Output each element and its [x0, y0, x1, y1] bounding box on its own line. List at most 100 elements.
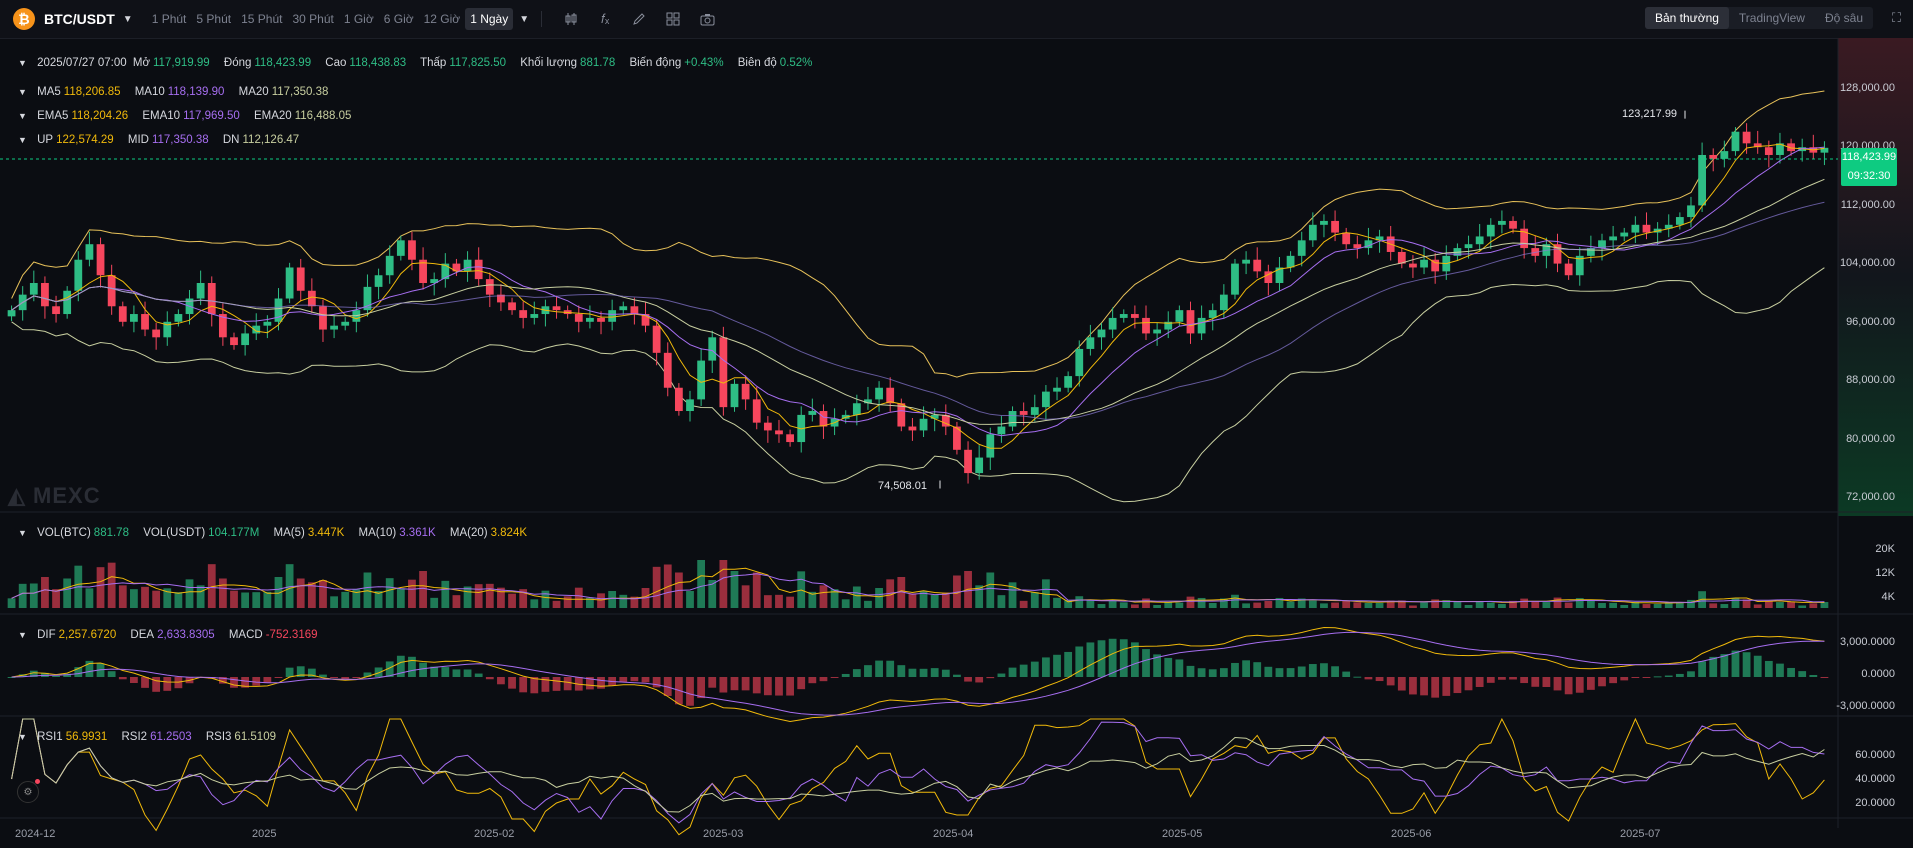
macd-histogram-bar: [775, 677, 783, 696]
interval-6h[interactable]: 6 Giờ: [383, 12, 414, 26]
candle-body: [1498, 220, 1506, 225]
macd-histogram-bar: [1509, 677, 1517, 680]
collapse-arrow-icon[interactable]: ▼: [18, 135, 27, 145]
view-standard[interactable]: Bản thường: [1644, 7, 1729, 29]
volume-bar: [497, 587, 505, 608]
ema10-label: EMA10: [142, 110, 181, 122]
volume-bar: [741, 585, 750, 608]
boll-lower: [11, 267, 1825, 503]
indicator-icon[interactable]: 𝑓ₓ: [600, 11, 610, 26]
macd-histogram-bar: [1397, 677, 1406, 691]
interval-1m[interactable]: 1 Phút: [151, 12, 187, 26]
interval-15m[interactable]: 15 Phút: [241, 12, 283, 26]
boll-mid-value: 117,350.38: [151, 134, 209, 146]
volume-bar: [1420, 602, 1428, 608]
macd-histogram-bar: [786, 677, 794, 696]
candle-body: [485, 279, 494, 295]
ma-legend: ▼ MA5 118,206.85 MA10 118,139.90 MA20 117,3…: [18, 86, 339, 98]
macd-histogram-bar: [141, 677, 149, 688]
interval-5m[interactable]: 5 Phút: [196, 12, 232, 26]
volume-bar: [196, 585, 205, 608]
view-depth[interactable]: Độ sâu: [1824, 11, 1863, 25]
ma5-line: [11, 143, 1825, 449]
volume-bar: [997, 595, 1006, 608]
collapse-arrow-icon[interactable]: ▼: [18, 528, 27, 538]
candle-body: [997, 426, 1006, 435]
macd-histogram-bar: [463, 669, 472, 677]
volume-bar: [1208, 602, 1217, 608]
candle-body: [1119, 314, 1128, 318]
candle-body: [1620, 232, 1629, 237]
volume-bar: [563, 596, 572, 608]
macd-histogram-bar: [1342, 671, 1351, 677]
collapse-arrow-icon[interactable]: ▼: [18, 111, 27, 121]
macd-histogram-bar: [1564, 677, 1573, 695]
macd-histogram-bar: [1219, 668, 1228, 677]
candle-body: [1820, 147, 1829, 153]
volume-bar: [574, 587, 583, 608]
settings-icon[interactable]: ⚙: [17, 781, 39, 803]
candle-body: [1286, 255, 1295, 268]
volume-bar: [1709, 603, 1718, 608]
volume-bar: [508, 593, 516, 608]
candle-body: [908, 426, 917, 431]
candle-body: [263, 321, 272, 326]
collapse-arrow-icon[interactable]: ▼: [18, 87, 27, 97]
high-label: Cao: [325, 57, 347, 69]
close-value: 118,423.99: [254, 57, 312, 69]
x-axis-tick: 2025: [252, 828, 277, 840]
macd-histogram-bar: [263, 677, 272, 684]
view-tradingview[interactable]: TradingView: [1738, 11, 1805, 25]
candle-body: [964, 449, 972, 474]
volume-bar: [118, 585, 127, 608]
macd-histogram-bar: [1308, 664, 1317, 677]
macd-histogram-bar: [919, 668, 928, 677]
volume-bar: [1008, 582, 1017, 608]
candle-body: [1075, 348, 1084, 377]
candle-body: [930, 414, 939, 419]
candle-body: [1753, 143, 1762, 148]
layout-grid-icon[interactable]: [665, 11, 681, 27]
candlestick-chart[interactable]: [0, 38, 1913, 848]
candle-body: [52, 306, 60, 315]
volume-bar: [919, 591, 928, 608]
candle-type-icon[interactable]: [563, 11, 579, 27]
macd-histogram-bar: [1008, 667, 1017, 677]
interval-12h[interactable]: 12 Giờ: [423, 12, 461, 26]
interval-1h[interactable]: 1 Giờ: [343, 12, 374, 26]
collapse-arrow-icon[interactable]: ▼: [18, 58, 27, 68]
volume-bar: [752, 572, 761, 608]
macd-histogram-bar: [74, 667, 83, 677]
macd-histogram-bar: [374, 667, 383, 677]
macd-histogram-bar: [1042, 657, 1050, 677]
x-axis-tick: 2025-06: [1391, 828, 1432, 840]
draw-pen-icon[interactable]: [631, 11, 647, 27]
collapse-arrow-icon[interactable]: ▼: [18, 732, 27, 742]
volume-bar: [1219, 598, 1228, 608]
volume-axis-tick: 4K: [1881, 591, 1895, 603]
fullscreen-icon[interactable]: ⛶: [1891, 10, 1901, 25]
volume-bar: [1687, 599, 1695, 608]
pair-selector[interactable]: BTC/USDT: [44, 11, 115, 27]
boll-legend: ▼ UP 122,574.29 MID 117,350.38 DN 112,126.4…: [18, 134, 310, 146]
interval-30m[interactable]: 30 Phút: [292, 12, 334, 26]
interval-1d[interactable]: 1 Ngày: [465, 8, 514, 30]
volume-bar: [296, 578, 305, 608]
collapse-arrow-icon[interactable]: ▼: [18, 630, 27, 640]
volume-bar: [230, 590, 238, 608]
camera-icon[interactable]: [699, 11, 715, 27]
rsi2-line: [11, 718, 1825, 824]
macd-histogram-bar: [808, 677, 817, 684]
volume-bar: [652, 566, 661, 608]
candle-body: [1687, 205, 1695, 218]
chevron-down-icon[interactable]: ▼: [122, 13, 133, 25]
chevron-down-icon[interactable]: ▼: [519, 13, 530, 25]
macd-histogram-bar: [1675, 673, 1684, 677]
volume-bar: [1664, 602, 1673, 608]
macd-histogram-bar: [1297, 666, 1306, 677]
volume-bar: [1631, 601, 1640, 608]
macd-histogram-bar: [1264, 666, 1273, 677]
candle-body: [1108, 317, 1117, 330]
mexc-watermark: ◭ MEXC: [8, 483, 101, 508]
candle-body: [1019, 411, 1028, 415]
